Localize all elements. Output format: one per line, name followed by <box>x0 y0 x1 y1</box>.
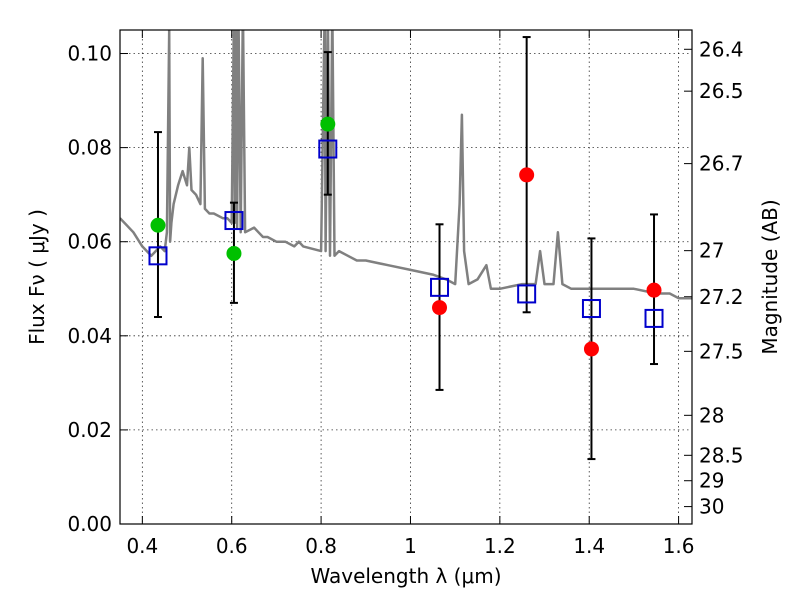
x-tick-label: 1.4 <box>573 534 605 558</box>
red-point <box>519 167 535 183</box>
y-tick-label: 0.08 <box>67 136 112 160</box>
x-axis-ticks: 0.4 0.6 0.8 1 1.2 1.4 1.6 <box>126 30 695 558</box>
x-tick-label: 0.6 <box>216 534 248 558</box>
model-square <box>430 277 450 297</box>
red-point <box>646 282 662 298</box>
green-points <box>150 116 336 261</box>
y2-axis-label: Magnitude (AB) <box>758 199 782 354</box>
red-point <box>432 300 448 316</box>
model-square <box>644 308 664 328</box>
x-axis-label: Wavelength λ (μm) <box>310 564 501 588</box>
green-point <box>320 116 336 132</box>
magnitude-tick-label: 26.4 <box>699 37 744 61</box>
model-square <box>581 299 601 319</box>
red-point <box>583 341 599 357</box>
model-square <box>148 246 168 266</box>
green-point <box>150 217 166 233</box>
green-point <box>226 245 242 261</box>
magnitude-tick-label: 27.5 <box>699 339 744 363</box>
y-tick-label: 0.04 <box>67 324 112 348</box>
y-tick-label: 0.02 <box>67 418 112 442</box>
y-axis-ticks: 0.00 0.02 0.04 0.06 0.08 0.10 <box>67 42 128 536</box>
model-square <box>517 284 537 304</box>
model-square <box>318 139 338 159</box>
y-tick-label: 0.06 <box>67 230 112 254</box>
magnitude-tick-label: 30 <box>699 495 724 519</box>
magnitude-tick-label: 29 <box>699 469 724 493</box>
x-tick-label: 1.6 <box>663 534 695 558</box>
model-photometry-squares <box>148 139 664 328</box>
model-spectrum-line <box>120 30 692 300</box>
red-points <box>432 167 662 357</box>
magnitude-tick-label: 28 <box>699 403 724 427</box>
y-tick-label: 0.10 <box>67 42 112 66</box>
magnitude-tick-label: 28.5 <box>699 443 744 467</box>
magnitude-tick-label: 26.7 <box>699 152 744 176</box>
magnitude-tick-label: 27.2 <box>699 285 744 309</box>
x-tick-label: 0.4 <box>126 534 158 558</box>
magnitude-tick-label: 26.5 <box>699 79 744 103</box>
x-tick-label: 1.2 <box>484 534 516 558</box>
x-tick-label: 0.8 <box>305 534 337 558</box>
y-axis-label: Flux Fν ( μJy ) <box>25 209 49 345</box>
model-square <box>224 211 244 231</box>
magnitude-tick-label: 27 <box>699 239 724 263</box>
plot-background <box>120 30 692 524</box>
plot-frame <box>119 29 693 525</box>
x-tick-label: 1 <box>404 534 417 558</box>
y-tick-label: 0.00 <box>67 512 112 536</box>
